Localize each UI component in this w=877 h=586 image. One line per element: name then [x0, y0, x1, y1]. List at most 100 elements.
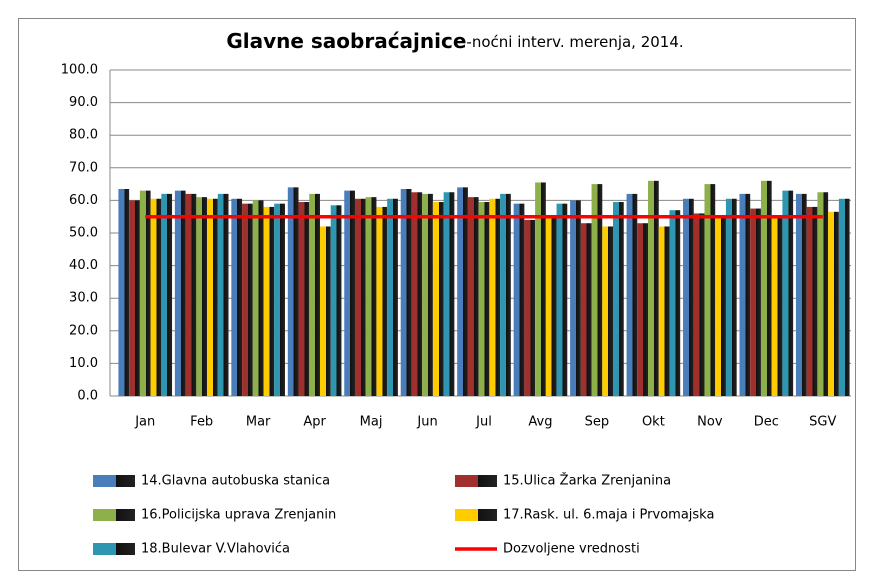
x-tick-label: Mar [246, 415, 271, 430]
bar [725, 198, 737, 396]
title: Glavne saobraćajnice [226, 29, 466, 53]
bar [683, 198, 694, 396]
y-tick-label: 60.0 [69, 193, 98, 208]
bar [817, 192, 829, 396]
bar [231, 198, 243, 396]
legend-swatch [455, 509, 497, 521]
legend-swatch [93, 509, 135, 521]
y-tick-label: 50.0 [69, 226, 98, 241]
x-tick-label: Sep [585, 415, 610, 430]
bar [319, 226, 331, 396]
bar [242, 203, 253, 396]
bar [207, 198, 218, 396]
bar [161, 193, 173, 396]
bar [376, 206, 388, 396]
y-tick-label: 80.0 [69, 128, 98, 143]
subtitle: -noćni interv. merenja, 2014. [466, 33, 683, 51]
bar [500, 193, 511, 396]
bar [287, 187, 299, 396]
bar [150, 198, 162, 396]
bar [828, 211, 839, 396]
legend-label: Dozvoljene vrednosti [503, 542, 640, 557]
legend-swatch [455, 475, 497, 487]
x-tick-label: Jan [134, 415, 155, 430]
bar [513, 203, 525, 396]
bar [669, 210, 681, 396]
x-tick-label: Jun [416, 415, 437, 430]
bar [545, 216, 557, 396]
bar [217, 193, 229, 396]
bar [806, 206, 818, 396]
x-tick-label: Okt [642, 415, 665, 430]
bar [648, 180, 659, 396]
bar [129, 200, 140, 396]
bar [838, 198, 850, 396]
x-tick-label: Avg [528, 415, 552, 430]
bar [771, 216, 783, 396]
bar [489, 198, 501, 396]
bar [613, 202, 624, 396]
x-tick-label: SGV [809, 415, 836, 430]
bar [118, 188, 130, 396]
bar [274, 203, 285, 396]
x-tick-label: Jul [475, 415, 492, 430]
x-tick-label: Apr [303, 415, 326, 430]
bar [365, 197, 377, 396]
bar [760, 180, 772, 396]
x-tick-label: Feb [190, 415, 213, 430]
bar [739, 193, 751, 396]
bar [795, 193, 807, 396]
x-tick-label: Maj [360, 415, 383, 430]
y-tick-label: 40.0 [69, 258, 98, 273]
legend-label: 14.Glavna autobuska stanica [141, 474, 330, 489]
bar [422, 193, 433, 396]
bar [556, 203, 568, 396]
bar [750, 208, 761, 396]
bar [387, 198, 398, 396]
y-tick-label: 100.0 [61, 63, 98, 78]
bar [467, 197, 479, 396]
bar [185, 193, 197, 396]
bar [591, 184, 603, 396]
legend-label: 15.Ulica Žarka Zrenjanina [503, 473, 671, 489]
bar [693, 213, 705, 396]
bar [309, 193, 320, 396]
bar [704, 184, 716, 396]
y-tick-label: 90.0 [69, 95, 98, 110]
y-tick-label: 10.0 [69, 356, 98, 371]
bar [411, 192, 423, 396]
x-tick-label: Dec [754, 415, 779, 430]
y-tick-label: 0.0 [77, 389, 98, 404]
bar [478, 202, 490, 396]
bar [196, 197, 208, 396]
bar [252, 200, 264, 396]
bar [263, 206, 275, 396]
bar [782, 190, 794, 396]
bar [139, 190, 151, 396]
bar [330, 205, 342, 396]
bar [626, 193, 638, 396]
bar [443, 192, 455, 396]
bar [432, 202, 444, 396]
bar [570, 200, 581, 396]
bar [637, 223, 649, 396]
bar [535, 182, 546, 396]
bar [354, 198, 366, 396]
bar [524, 219, 536, 396]
legend-swatch [93, 543, 135, 555]
bar [174, 190, 186, 396]
x-tick-label: Nov [697, 415, 723, 430]
bar [344, 190, 355, 396]
y-tick-label: 70.0 [69, 160, 98, 175]
legend-label: 17.Rask. ul. 6.maja i Prvomajska [503, 508, 714, 523]
y-tick-label: 20.0 [69, 323, 98, 338]
bar [715, 216, 726, 396]
bar [400, 188, 412, 396]
legend-label: 16.Policijska uprava Zrenjanin [141, 508, 336, 523]
bar [580, 223, 592, 396]
legend-swatch [93, 475, 135, 487]
legend-label: 18.Bulevar V.Vlahovića [141, 542, 290, 557]
chart-title: Glavne saobraćajnice-noćni interv. meren… [226, 29, 683, 53]
bar [298, 202, 310, 396]
